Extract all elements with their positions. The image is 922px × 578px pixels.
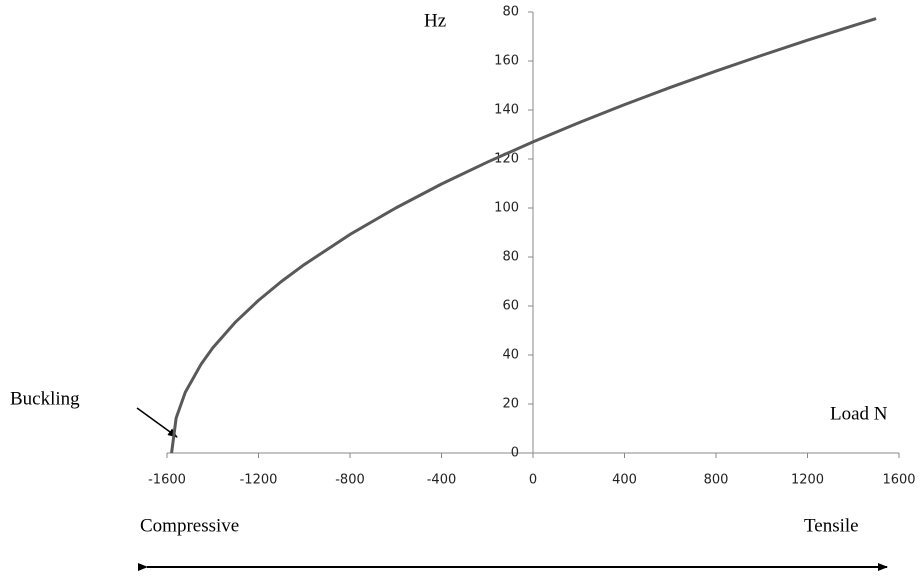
x-tick-label: 800: [704, 473, 729, 488]
y-tick-label: 20: [502, 397, 519, 412]
annotation: Buckling: [10, 388, 80, 409]
buckling-arrow: [136, 407, 178, 438]
y-tick-label: 160: [494, 54, 519, 69]
y-tick-label: 40: [502, 348, 519, 363]
x-tick-label: -800: [335, 473, 365, 488]
y-tick-label: 100: [494, 201, 519, 216]
x-axis-label: Load N: [830, 403, 888, 424]
y-tick-label: 140: [494, 103, 519, 118]
annotation: Tensile: [804, 515, 859, 536]
x-tick-label: 1600: [882, 473, 915, 488]
x-tick-label: -1200: [240, 473, 278, 488]
x-tick-label: 0: [529, 473, 537, 488]
y-tick-label: 60: [502, 299, 519, 314]
y-tick-label: 80: [502, 5, 519, 20]
x-tick-label: 400: [612, 473, 637, 488]
x-tick-label: -1600: [148, 473, 186, 488]
y-tick-label: 0: [511, 446, 519, 461]
y-tick-label: 80: [502, 250, 519, 265]
annotation: Compressive: [140, 515, 239, 536]
y-axis-label: Hz: [424, 10, 446, 31]
x-tick-label: -400: [427, 473, 457, 488]
data-line: [170, 17, 877, 454]
x-tick-label: 1200: [791, 473, 824, 488]
